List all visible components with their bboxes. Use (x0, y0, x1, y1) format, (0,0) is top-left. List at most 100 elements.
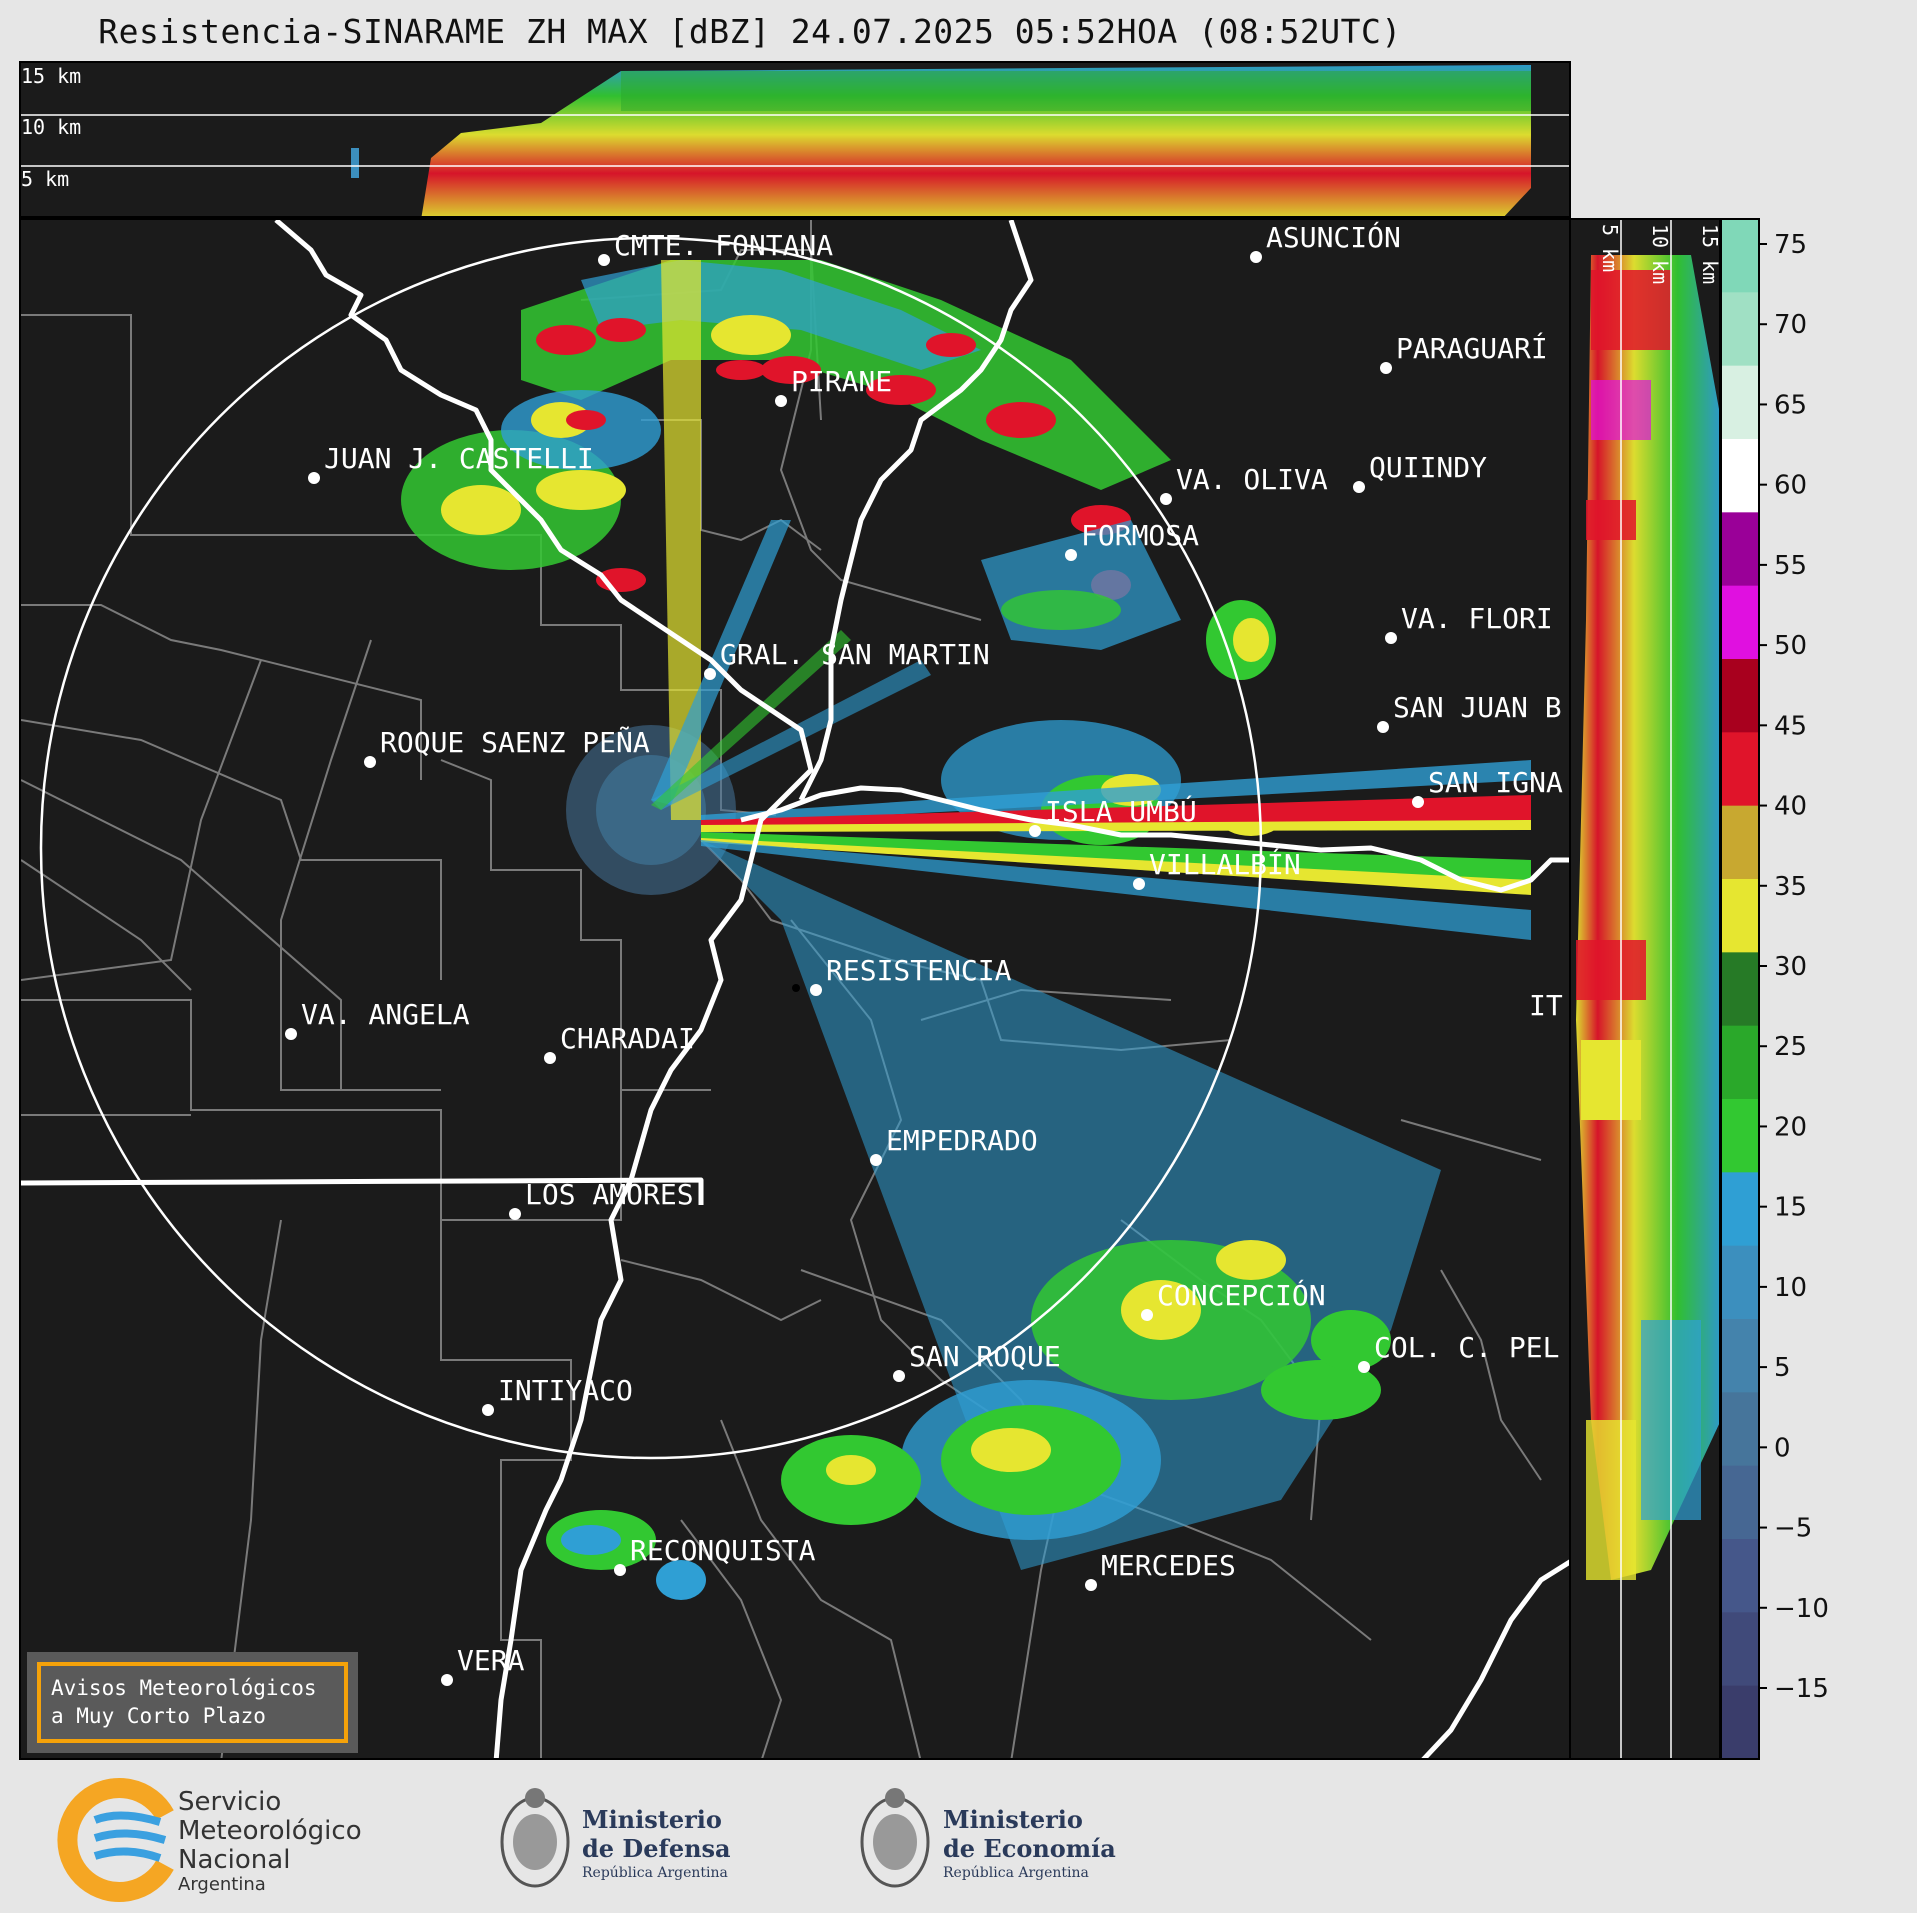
radar-map: CMTE. FONTANA ASUNCIÓN PARAGUARÍ PIRANE … (19, 218, 1571, 1760)
top-height-label-5km: 5 km (21, 167, 69, 191)
side-cross-section-panel: 5 km 10 km 15 km (1571, 218, 1721, 1760)
colorbar-step (1721, 585, 1759, 660)
city-pirane: PIRANE (775, 365, 892, 407)
svg-text:VA. OLIVA: VA. OLIVA (1176, 463, 1328, 496)
city-va-oliva: VA. OLIVA (1160, 463, 1328, 505)
colorbar-step (1721, 1245, 1759, 1320)
colorbar-step (1721, 879, 1759, 953)
economia-line-1: Ministerio (943, 1805, 1083, 1834)
svg-text:ROQUE SAENZ PEÑA: ROQUE SAENZ PEÑA (380, 725, 650, 759)
defensa-line-1: Ministerio (582, 1805, 722, 1834)
colorbar-step (1721, 219, 1759, 293)
colorbar-steps (1721, 219, 1759, 1760)
city-resistencia: RESISTENCIA (810, 954, 1012, 996)
smn-line-1: Servicio (178, 1787, 281, 1817)
svg-text:VILLALBÍN: VILLALBÍN (1149, 847, 1301, 881)
city-asuncion: ASUNCIÓN (1250, 220, 1401, 263)
top-panel-echo-band (351, 65, 1531, 216)
city-reconquista: RECONQUISTA (614, 1534, 816, 1576)
svg-text:INTIYACO: INTIYACO (498, 1374, 633, 1407)
colorbar-tick-label: 30 (1774, 952, 1807, 982)
svg-text:JUAN J. CASTELLI: JUAN J. CASTELLI (324, 442, 594, 475)
economia-line-2: de Economía (943, 1834, 1116, 1863)
colorbar-tick-label: 5 (1774, 1353, 1791, 1383)
smn-logo: Servicio Meteorológico Nacional Argentin… (57, 1778, 362, 1902)
argentina-coat-of-arms-icon (860, 1788, 930, 1888)
svg-text:SAN IGNA: SAN IGNA (1428, 766, 1563, 799)
defensa-logo: Ministerio de Defensa República Argentin… (500, 1788, 731, 1888)
svg-text:CONCEPCIÓN: CONCEPCIÓN (1157, 1278, 1326, 1312)
city-va-flori: VA. FLORI (1385, 602, 1553, 644)
svg-text:PIRANE: PIRANE (791, 365, 892, 398)
city-san-roque: SAN ROQUE (893, 1340, 1061, 1382)
colorbar-step (1721, 659, 1759, 733)
colorbar-tick-label: 40 (1774, 792, 1807, 822)
city-col-c-pel: COL. C. PEL (1358, 1331, 1559, 1373)
colorbar-step (1721, 1392, 1759, 1467)
smn-line-3: Nacional (178, 1845, 290, 1875)
colorbar-tick-label: 20 (1774, 1112, 1807, 1142)
svg-text:CMTE. FONTANA: CMTE. FONTANA (614, 229, 833, 262)
colorbar-tick-label: −10 (1774, 1594, 1829, 1624)
footer-logos: Servicio Meteorológico Nacional Argentin… (0, 1760, 1917, 1909)
reflectivity-colorbar: 75 70 65 60 55 50 45 40 35 30 25 20 15 10 5 0 −5 −10 −15 (1720, 218, 1917, 1763)
side-height-label-5km: 5 km (1598, 224, 1622, 272)
colorbar-step (1721, 1465, 1759, 1540)
warning-box: Avisos Meteorológicos a Muy Corto Plazo (27, 1652, 358, 1753)
svg-text:ASUNCIÓN: ASUNCIÓN (1266, 220, 1401, 254)
svg-text:SAN ROQUE: SAN ROQUE (909, 1340, 1061, 1373)
city-juan-j-castelli: JUAN J. CASTELLI (308, 442, 594, 484)
city-mercedes: MERCEDES (1085, 1549, 1236, 1591)
colorbar-step (1721, 1539, 1759, 1613)
top-height-label-15km: 15 km (21, 64, 81, 88)
range-ring (39, 236, 1263, 1460)
colorbar-tick-label: 50 (1774, 631, 1807, 661)
top-cross-section-panel: 15 km 10 km 5 km (19, 61, 1571, 218)
city-gral-san-martin: GRAL. SAN MARTIN (704, 638, 990, 680)
svg-text:QUIINDY: QUIINDY (1369, 451, 1487, 484)
city-paraguari: PARAGUARÍ (1380, 331, 1548, 374)
argentina-coat-of-arms-icon (500, 1788, 570, 1888)
svg-text:EMPEDRADO: EMPEDRADO (886, 1124, 1038, 1157)
colorbar-tick-label: −15 (1774, 1674, 1829, 1704)
reflectivity-echoes (401, 260, 1531, 1600)
city-villalbin: VILLALBÍN (1133, 847, 1301, 890)
colorbar-step (1721, 439, 1759, 513)
svg-text:GRAL. SAN MARTIN: GRAL. SAN MARTIN (720, 638, 990, 671)
defensa-line-2: de Defensa (582, 1834, 731, 1863)
map-title: Resistencia-SINARAME ZH MAX [dBZ] 24.07.… (98, 12, 1402, 51)
svg-text:VERA: VERA (457, 1644, 525, 1677)
city-charadai: CHARADAI (544, 1022, 695, 1064)
warning-line-2: a Muy Corto Plazo (51, 1704, 266, 1728)
colorbar-tick-label: 15 (1774, 1193, 1807, 1223)
city-roque-saenz-pena: ROQUE SAENZ PEÑA (364, 725, 650, 768)
colorbar-tick-label: 60 (1774, 471, 1807, 501)
top-height-label-10km: 10 km (21, 115, 81, 139)
side-height-label-10km: 10 km (1648, 224, 1672, 284)
colorbar-tick-label: 55 (1774, 551, 1807, 581)
department-boundaries (21, 220, 1542, 1758)
colorbar-step (1721, 1025, 1759, 1100)
colorbar-step (1721, 1612, 1759, 1687)
colorbar-frame (1720, 218, 1760, 1760)
colorbar-tick-label: 70 (1774, 310, 1807, 340)
cities-layer: CMTE. FONTANA ASUNCIÓN PARAGUARÍ PIRANE … (285, 220, 1563, 1686)
colorbar-step (1721, 732, 1759, 807)
city-empedrado: EMPEDRADO (870, 1124, 1038, 1166)
defensa-line-3: República Argentina (582, 1865, 728, 1881)
colorbar-step (1721, 1319, 1759, 1393)
smn-emblem-icon (57, 1778, 174, 1902)
svg-text:ISLA UMBÚ: ISLA UMBÚ (1045, 794, 1197, 828)
svg-text:SAN JUAN B: SAN JUAN B (1393, 691, 1562, 724)
city-it: IT (1529, 989, 1563, 1022)
svg-text:FORMOSA: FORMOSA (1081, 519, 1199, 552)
city-los-amores: LOS AMORES (509, 1178, 694, 1220)
city-vera: VERA (441, 1644, 525, 1686)
side-height-label-15km: 15 km (1698, 224, 1721, 284)
warning-box-inner: Avisos Meteorológicos a Muy Corto Plazo (37, 1662, 348, 1743)
svg-text:MERCEDES: MERCEDES (1101, 1549, 1236, 1582)
svg-text:LOS AMORES: LOS AMORES (525, 1178, 694, 1211)
colorbar-step (1721, 1099, 1759, 1173)
city-san-juan-b: SAN JUAN B (1377, 691, 1562, 733)
